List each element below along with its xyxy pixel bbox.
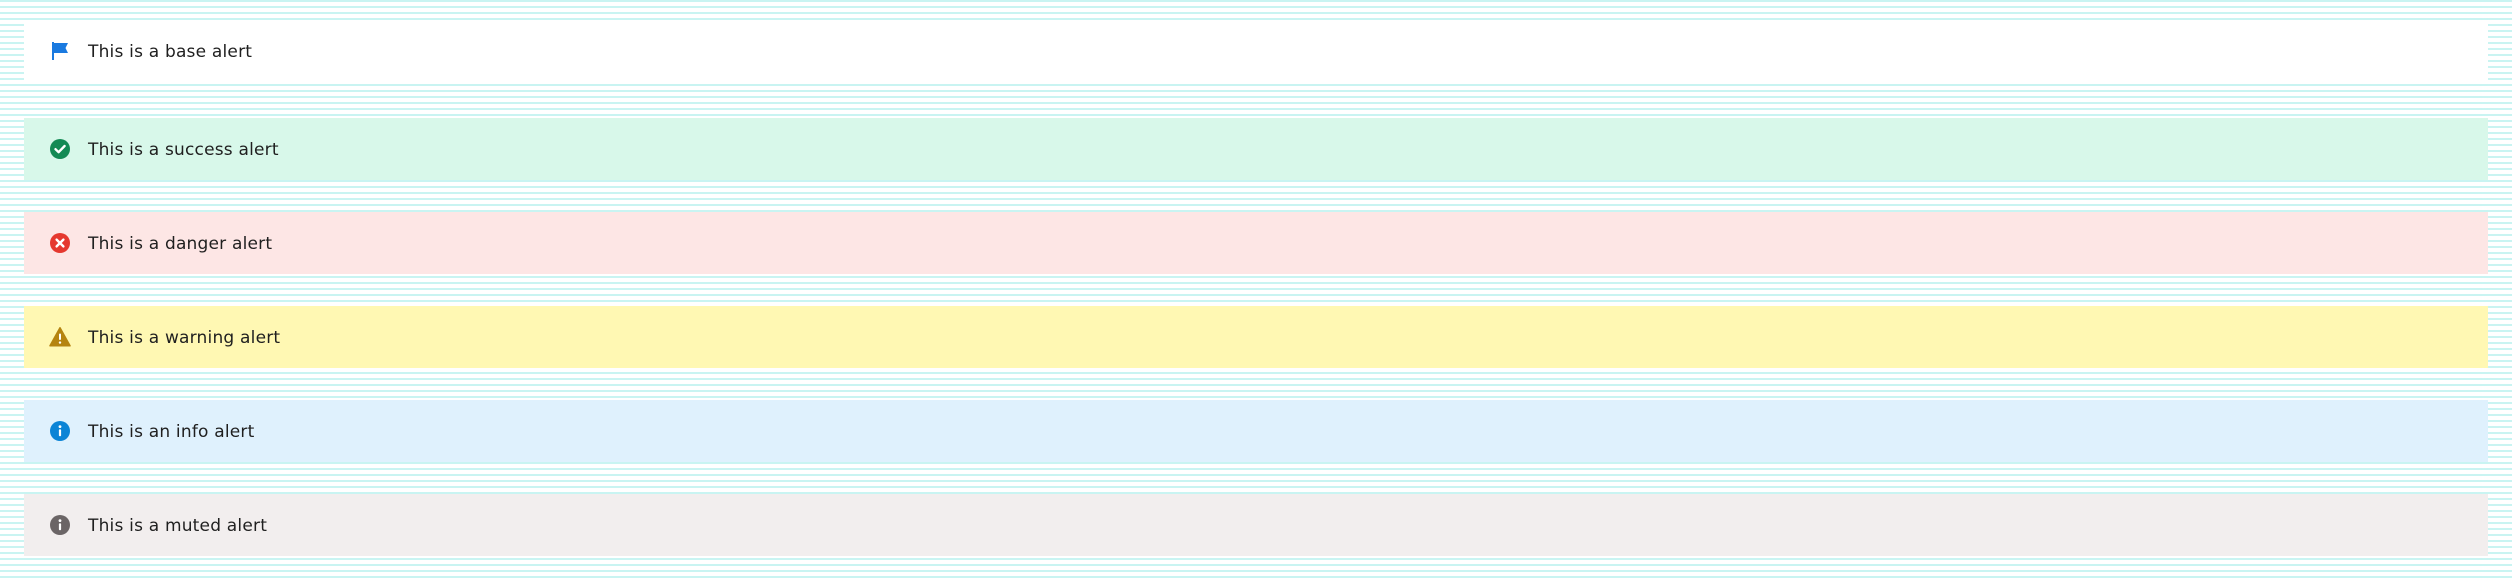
alert-warning: This is a warning alert — [24, 306, 2488, 368]
alert-text: This is a warning alert — [88, 328, 281, 348]
alert-base: This is a base alert — [24, 20, 2488, 82]
alert-text: This is an info alert — [88, 422, 255, 442]
alert-muted: This is a muted alert — [24, 494, 2488, 556]
alert-text: This is a danger alert — [88, 234, 273, 254]
alert-success: This is a success alert — [24, 118, 2488, 180]
check-circle-icon — [48, 137, 72, 161]
warning-triangle-icon — [48, 325, 72, 349]
alert-text: This is a muted alert — [88, 516, 268, 536]
flag-icon — [48, 39, 72, 63]
alert-text: This is a base alert — [88, 42, 253, 62]
alert-danger: This is a danger alert — [24, 212, 2488, 274]
x-circle-icon — [48, 231, 72, 255]
alert-text: This is a success alert — [88, 140, 279, 160]
alert-info: This is an info alert — [24, 400, 2488, 462]
info-circle-icon — [48, 513, 72, 537]
info-circle-icon — [48, 419, 72, 443]
